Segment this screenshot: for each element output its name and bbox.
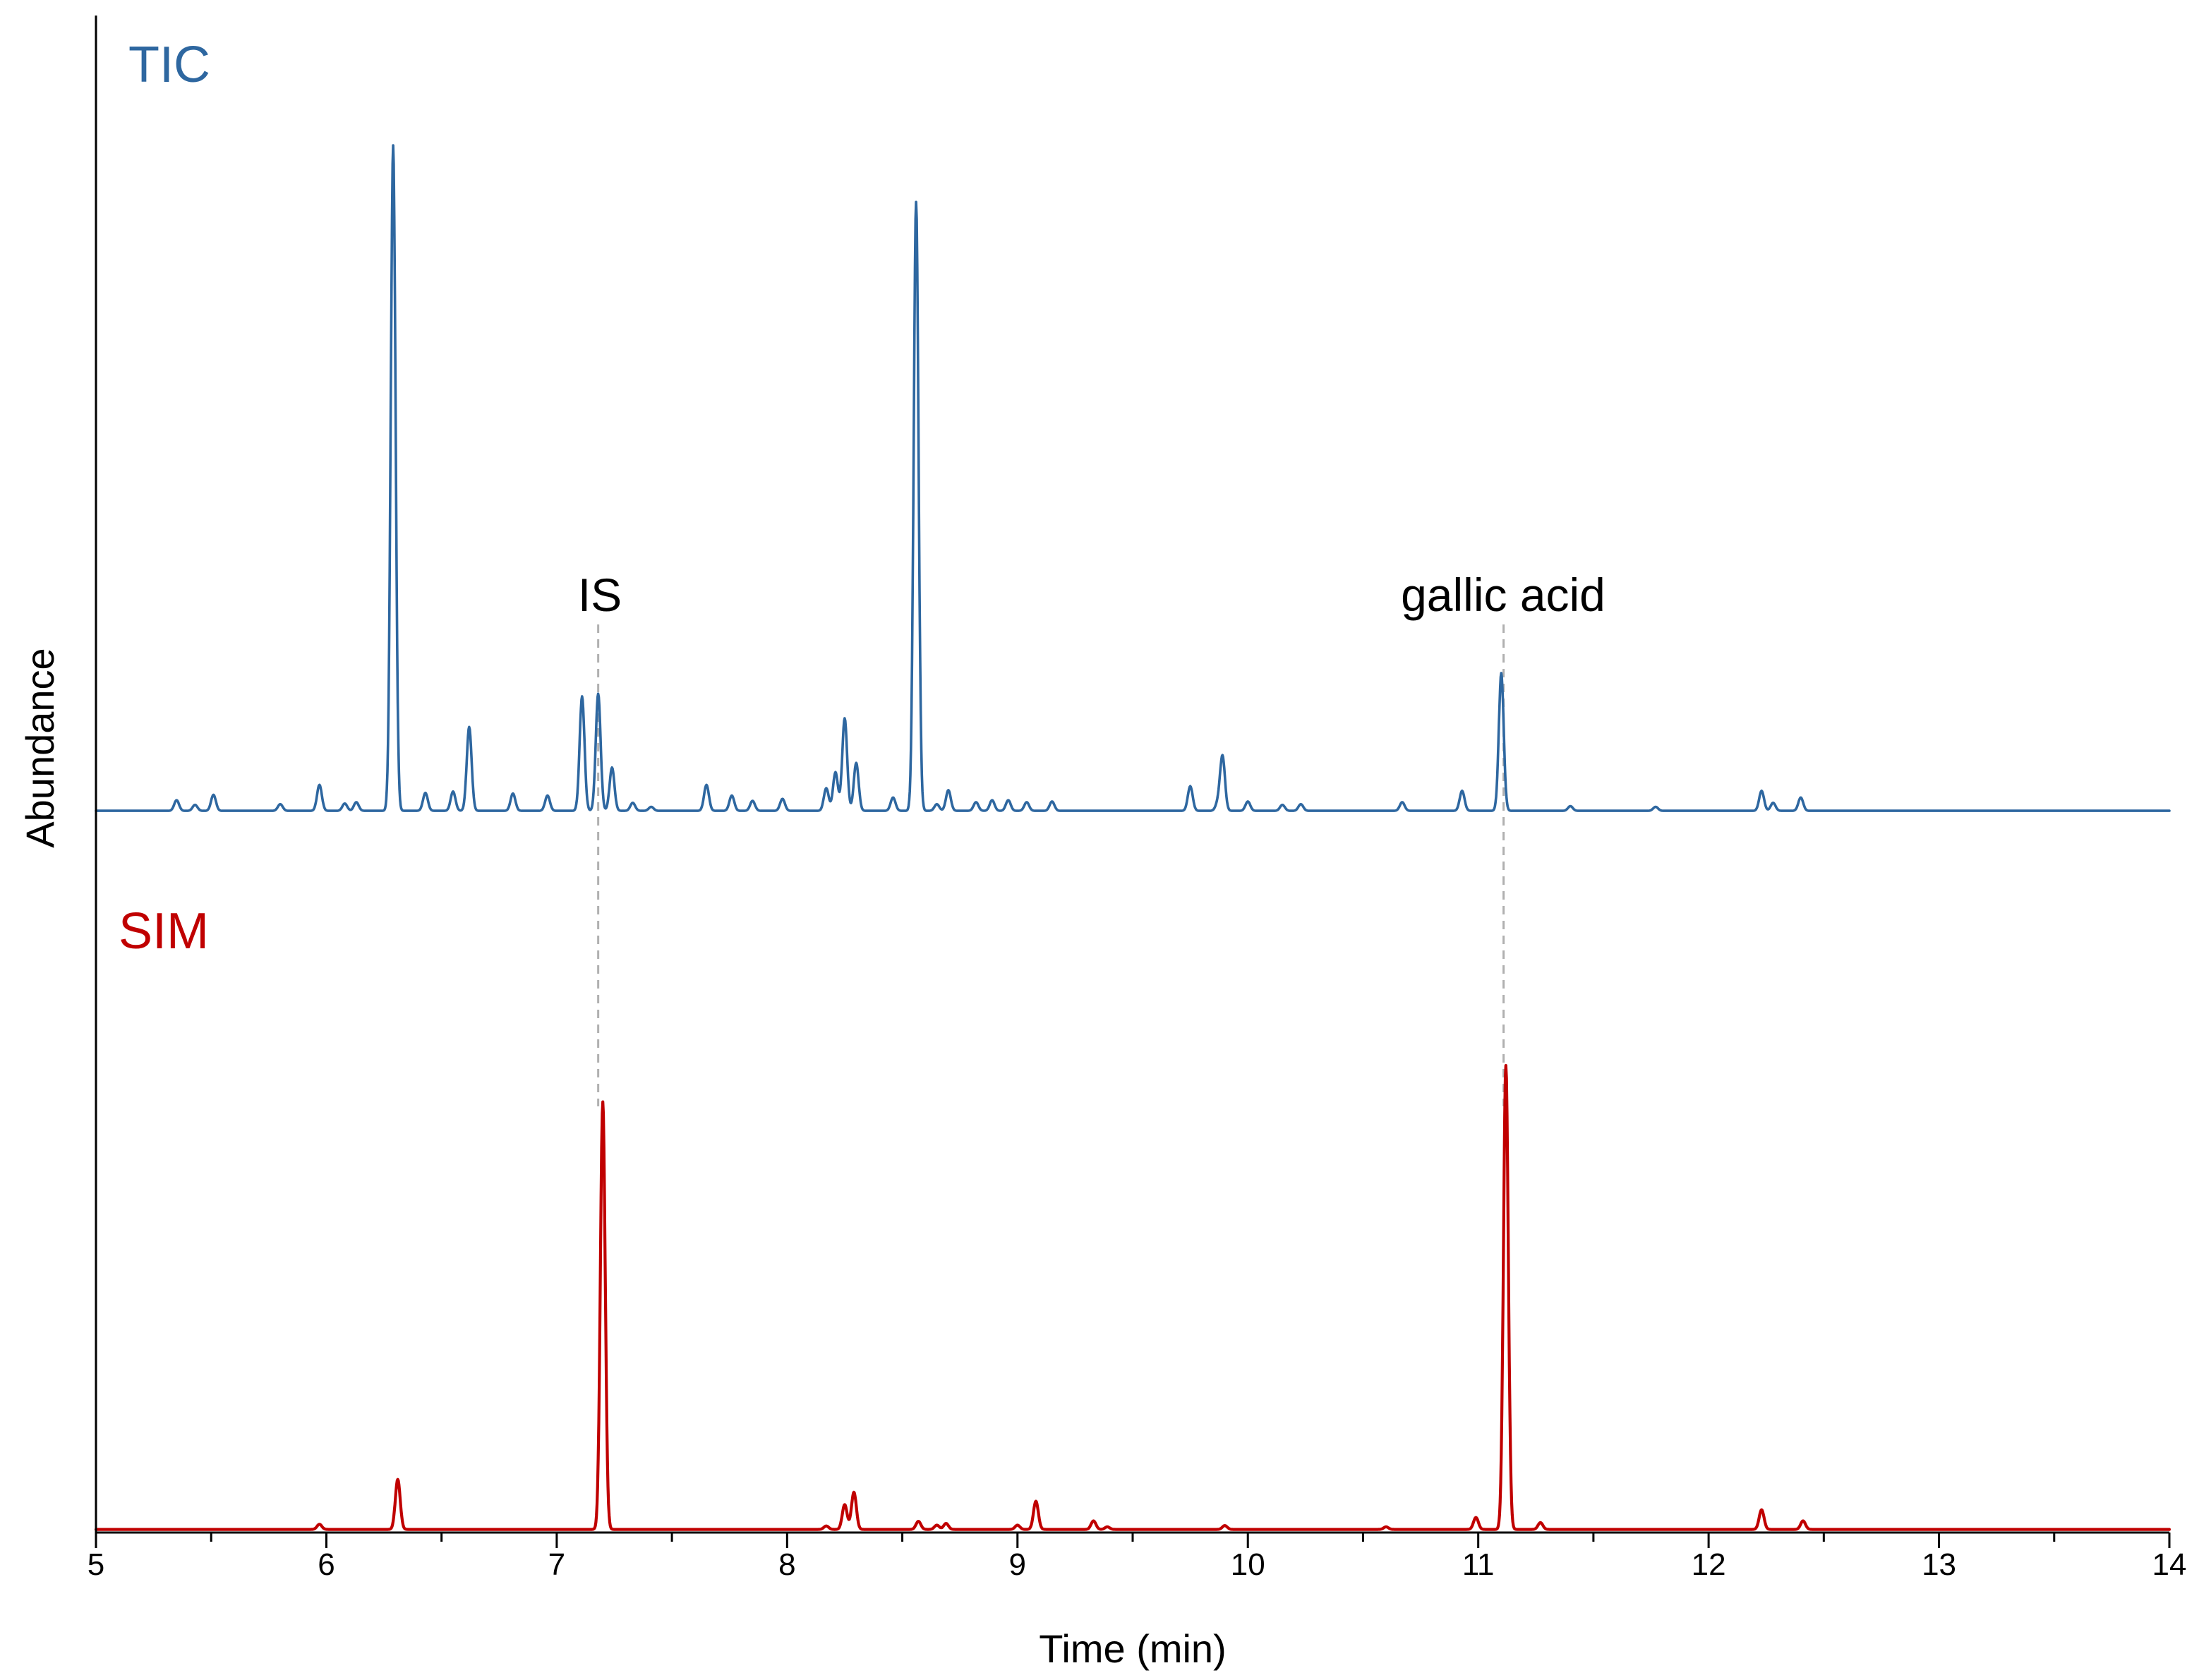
x-tick-label: 12 [1692, 1547, 1726, 1582]
guide-lines [597, 624, 1505, 1106]
x-tick-label: 10 [1231, 1547, 1265, 1582]
x-ticks: 5 6 7 8 9 10 11 12 13 14 [88, 1533, 2187, 1582]
is-annotation: IS [578, 569, 622, 621]
tic-trace-label: TIC [128, 37, 210, 93]
x-tick-label: 8 [778, 1547, 795, 1582]
traces [94, 144, 2171, 1531]
x-tick-label: 11 [1462, 1547, 1495, 1582]
x-tick-label: 5 [88, 1547, 104, 1582]
x-axis-title: Time (min) [1039, 1626, 1226, 1671]
sim-trace-label: SIM [119, 903, 209, 960]
x-tick-label: 6 [318, 1547, 335, 1582]
gallic-acid-annotation: gallic acid [1401, 569, 1605, 621]
y-axis-title: Abundance [18, 648, 62, 847]
sim-trace [94, 1063, 2171, 1531]
x-tick-label: 9 [1009, 1547, 1026, 1582]
x-tick-label: 13 [1922, 1547, 1956, 1582]
tic-trace [95, 144, 2171, 812]
x-tick-label: 14 [2152, 1547, 2187, 1582]
x-tick-label: 7 [548, 1547, 565, 1582]
axes [95, 16, 2169, 1534]
